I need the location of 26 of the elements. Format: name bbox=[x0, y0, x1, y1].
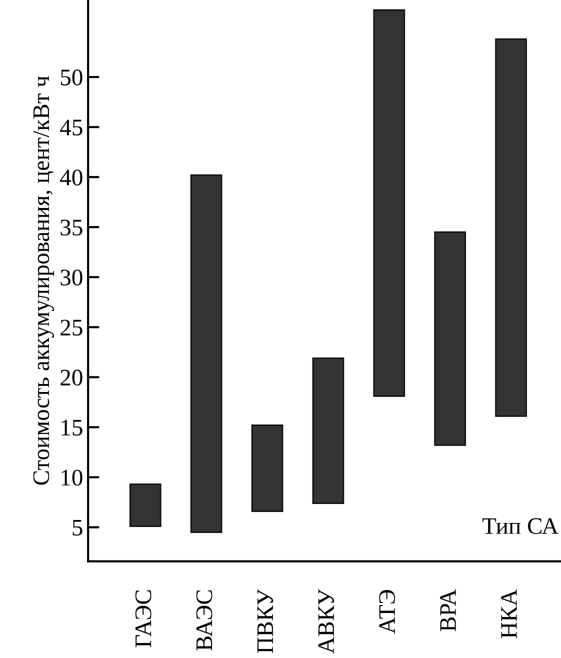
y-tick-label: 45 bbox=[60, 120, 82, 136]
x-axis-title: Тип СА bbox=[482, 518, 558, 534]
x-tick-label: ПВКУ bbox=[257, 589, 274, 654]
x-tick-label: АТЭ bbox=[379, 590, 396, 634]
y-tick-label: 15 bbox=[62, 420, 82, 436]
x-tick-label: НКА bbox=[501, 589, 517, 638]
y-axis-title: Стоимость аккумулирования, цент/кВт ч bbox=[33, 76, 54, 485]
y-tick-label: 25 bbox=[60, 320, 82, 336]
bar bbox=[251, 424, 284, 512]
y-tick-label: 40 bbox=[60, 170, 82, 186]
y-tick-label: 5 bbox=[72, 520, 82, 536]
y-tick-label: 10 bbox=[62, 470, 82, 486]
bar bbox=[434, 231, 466, 446]
x-tick-label: ВРА bbox=[440, 589, 456, 632]
y-tick-label: 50 bbox=[60, 70, 82, 86]
bar bbox=[129, 484, 162, 527]
x-tick-label: ГАЭС bbox=[135, 590, 152, 648]
y-tick-label: 20 bbox=[60, 370, 82, 386]
bar bbox=[190, 174, 222, 533]
bar bbox=[495, 38, 527, 417]
bar bbox=[373, 9, 406, 397]
y-tick-label: 30 bbox=[60, 270, 82, 286]
x-tick-label: ВАЭС bbox=[196, 590, 212, 650]
y-tick-label: 35 bbox=[60, 220, 82, 236]
x-tick-label: АВКУ bbox=[318, 589, 334, 654]
bar bbox=[312, 357, 344, 504]
